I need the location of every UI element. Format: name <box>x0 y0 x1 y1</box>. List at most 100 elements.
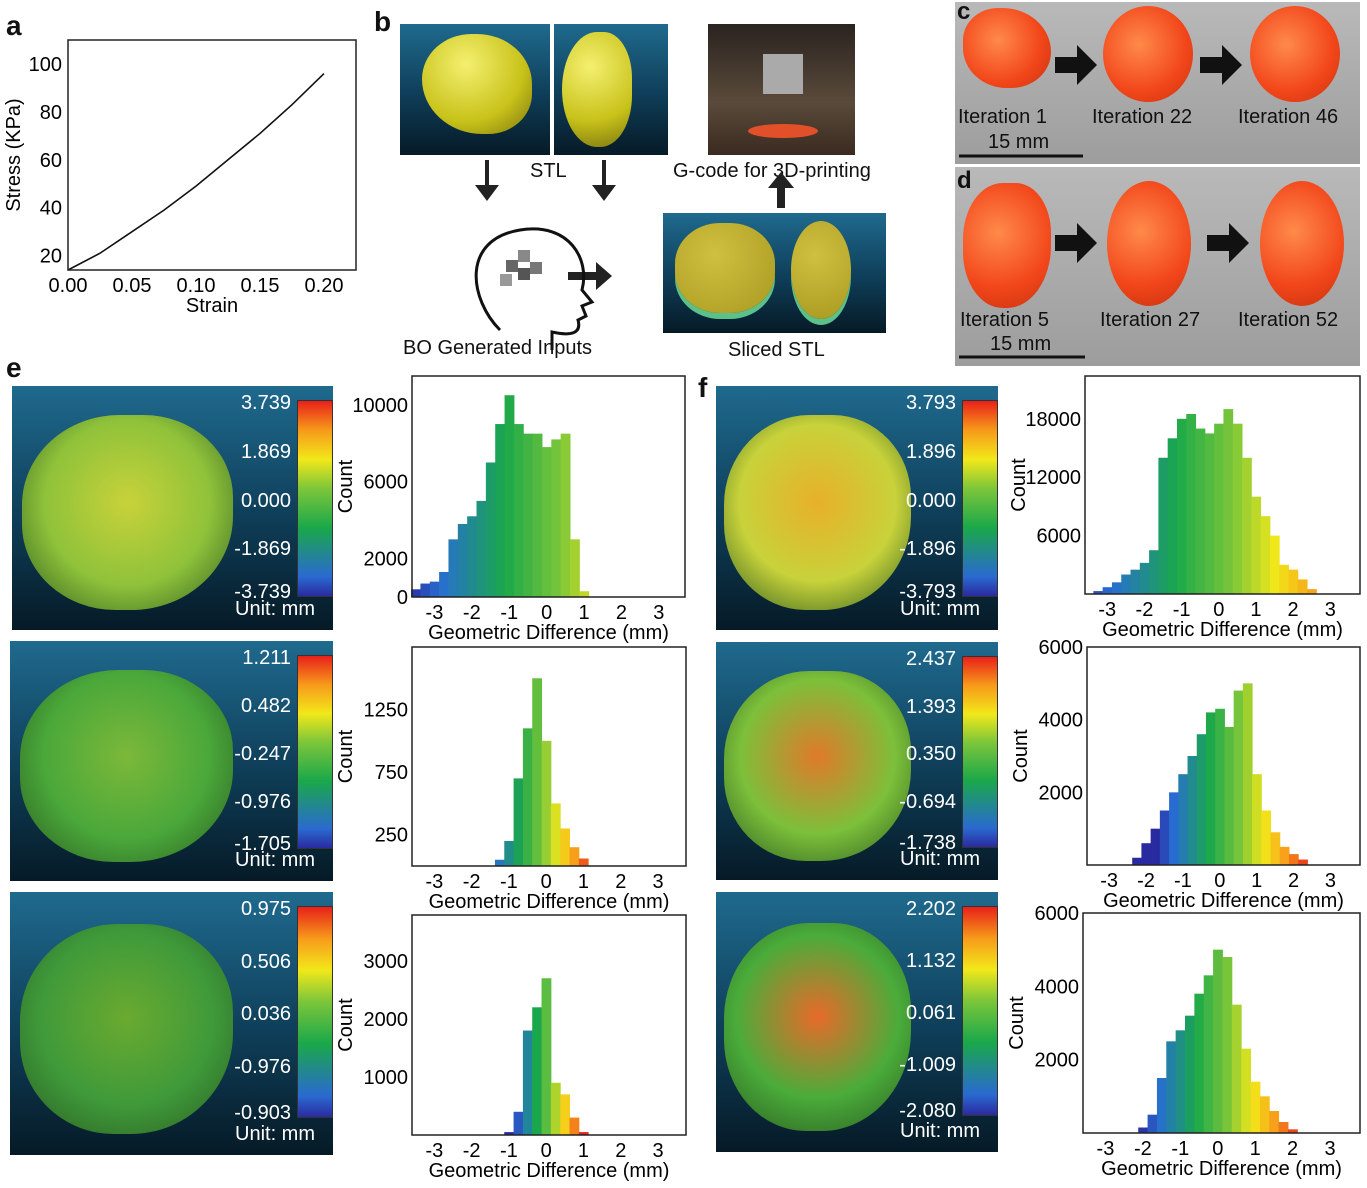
colorbar <box>962 400 998 598</box>
x-tick-label: -1 <box>500 602 518 624</box>
histogram-bar <box>522 1030 533 1135</box>
x-tick-label: -3 <box>1098 599 1116 621</box>
chart-a <box>67 39 357 271</box>
iteration-label: Iteration 27 <box>1100 309 1201 331</box>
y-axis-label: Count <box>335 998 357 1052</box>
histogram-bar <box>1269 1111 1280 1133</box>
y-tick-label: 20 <box>40 246 62 268</box>
arrow-right-icon <box>1055 223 1097 263</box>
histogram-bar <box>476 500 487 597</box>
histogram-bar <box>1260 516 1271 594</box>
colorbar-tick-label: 3.793 <box>905 392 956 414</box>
histogram-bar <box>429 581 440 597</box>
y-tick-label: 2000 <box>364 549 409 571</box>
y-tick-label: 80 <box>40 102 62 124</box>
colorbar-tick-label: -0.976 <box>234 1055 291 1078</box>
histogram-bar <box>1178 774 1189 865</box>
histogram-bar <box>1166 1041 1177 1133</box>
panel-label-e: e <box>6 352 22 383</box>
panel-c-photo: Iteration 1 Iteration 22 Iteration 46 15… <box>955 0 1360 164</box>
y-tick-label: 4000 <box>1035 976 1080 998</box>
colormap-scene-f1: 3.793 1.896 0.000 -1.896 -3.793 Unit: mm <box>716 386 998 630</box>
histogram-bar <box>1139 562 1150 594</box>
histogram-bar <box>513 1111 524 1135</box>
colorbar-tick-label: -0.247 <box>234 743 291 765</box>
yellow-kidney-shape <box>562 32 632 147</box>
histogram-bar <box>1288 854 1299 865</box>
x-tick-label: 2 <box>1288 599 1299 621</box>
histogram-bar <box>504 840 515 866</box>
stl-label: STL <box>530 160 567 182</box>
colorbar <box>297 906 333 1119</box>
y-tick-label: 12000 <box>1025 467 1081 489</box>
histogram-bar <box>532 1007 543 1135</box>
colorbar <box>297 655 333 849</box>
histogram-bar <box>1196 734 1207 865</box>
iteration-label: Iteration 52 <box>1238 309 1339 331</box>
histogram-bar <box>420 583 431 597</box>
histogram-bar <box>1270 832 1281 865</box>
histogram-bar <box>495 424 506 597</box>
histogram-bar <box>1269 535 1280 594</box>
chart-f2 <box>1086 646 1361 866</box>
y-tick-label: 2000 <box>1039 782 1084 804</box>
nozzle <box>763 54 803 94</box>
histogram-bar <box>532 678 543 866</box>
histogram-bar <box>513 778 524 866</box>
x-tick-label: 0 <box>1212 1138 1223 1160</box>
x-tick-label: -3 <box>1100 870 1118 892</box>
x-tick-label: 0.05 <box>113 275 152 297</box>
histogram-bar <box>1278 1122 1289 1133</box>
x-tick-label: 0 <box>1214 870 1225 892</box>
histogram-bar <box>1279 846 1290 865</box>
y-tick-label: 1000 <box>364 1067 409 1089</box>
colorbar <box>297 400 333 598</box>
histogram-bar <box>1297 579 1308 594</box>
x-tick-label: 3 <box>653 602 664 624</box>
stl-model-image-1 <box>400 24 550 155</box>
histogram-bar <box>1287 1129 1298 1133</box>
printed-kidney <box>1260 181 1344 306</box>
x-tick-label: 0 <box>541 1140 552 1162</box>
histogram-bar <box>1130 569 1141 594</box>
x-tick-label: 3 <box>1325 870 1336 892</box>
histogram-bar <box>1185 1015 1195 1133</box>
histogram-bar <box>504 1132 515 1135</box>
x-tick-label: 1 <box>1250 599 1261 621</box>
panel-d-photo: Iteration 5 Iteration 27 Iteration 52 15… <box>955 167 1360 366</box>
y-tick-label: 3000 <box>364 951 409 973</box>
chart-f3 <box>1082 912 1361 1134</box>
deviation-colormap-shape <box>21 415 234 611</box>
x-tick-label: 3 <box>652 1140 663 1162</box>
sliced-stl-image <box>663 213 886 333</box>
deviation-colormap-shape <box>724 670 911 861</box>
histogram-bar <box>1187 756 1198 865</box>
histogram-bar <box>1232 423 1243 594</box>
unit-label: Unit: mm <box>235 849 315 871</box>
y-tick-label: 1250 <box>364 700 409 722</box>
x-tick-label: -2 <box>1136 599 1154 621</box>
yellow-organ-shape <box>422 34 532 134</box>
histogram-bar <box>1298 859 1308 865</box>
panel-label-c: c <box>957 0 971 25</box>
unit-label: Unit: mm <box>900 1120 980 1142</box>
histogram-bar <box>560 433 571 597</box>
histogram-bar <box>485 462 496 597</box>
x-tick-label: 0.15 <box>241 275 280 297</box>
x-axis-label: Geometric Difference (mm) <box>1102 619 1343 641</box>
y-axis-label: Count <box>335 459 357 513</box>
y-tick-label: 40 <box>40 198 62 220</box>
chart-e3 <box>411 914 687 1136</box>
plot-frame <box>411 375 686 598</box>
histogram-bar <box>1203 975 1214 1133</box>
x-tick-label: -3 <box>425 1140 443 1162</box>
iteration-label: Iteration 22 <box>1092 106 1193 128</box>
y-tick-label: 10000 <box>352 395 408 417</box>
deviation-colormap-shape <box>19 669 233 862</box>
x-tick-label: -3 <box>1097 1138 1115 1160</box>
iteration-label: Iteration 1 <box>958 106 1047 128</box>
x-tick-label: 0 <box>541 602 552 624</box>
colormap-scene-e3: 0.975 0.506 0.036 -0.976 -0.903 Unit: mm <box>10 892 333 1155</box>
colorbar-tick-label: 0.975 <box>240 898 291 920</box>
histogram-bar <box>1250 1081 1261 1133</box>
